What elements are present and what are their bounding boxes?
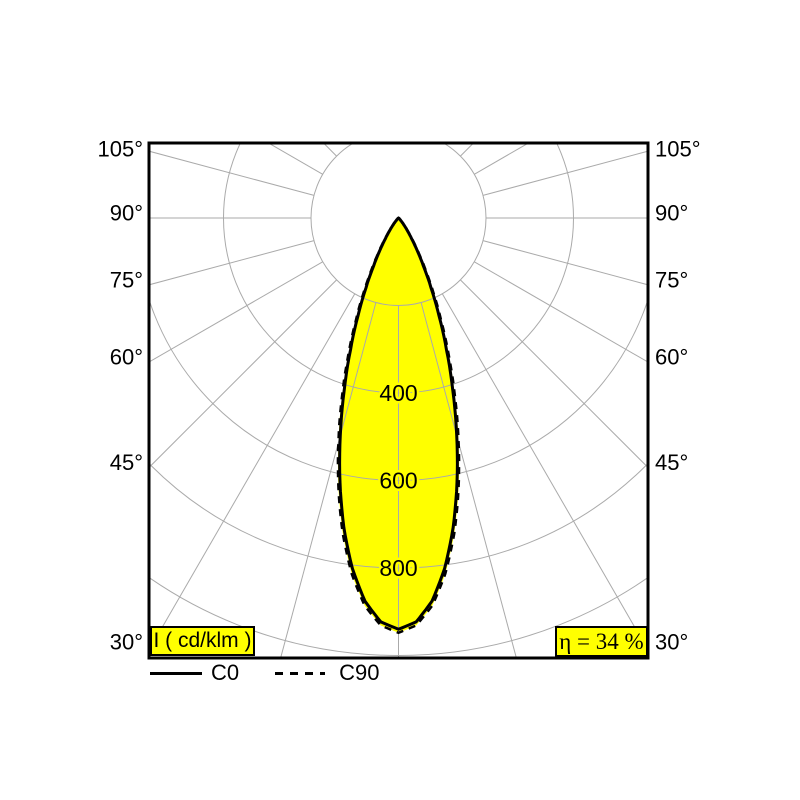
beam-curve-c0 <box>338 216 459 631</box>
angle-label-right-30: 30° <box>655 630 688 655</box>
angle-label-right-45: 45° <box>655 450 688 475</box>
angle-label-right-75: 75° <box>655 267 688 292</box>
legend-line-solid-c0 <box>150 671 202 675</box>
grid-ray-r120 <box>474 144 527 175</box>
frame <box>147 141 650 660</box>
quantity-box: I ( cd/klm ) <box>150 626 255 656</box>
angle-label-right-60: 60° <box>655 345 688 370</box>
legend-label-c90: C90 <box>339 660 380 685</box>
grid-ray-l135 <box>324 144 337 157</box>
angle-label-left-30: 30° <box>110 630 143 655</box>
grid-ray-r105 <box>482 151 647 196</box>
grid-ray-r15 <box>420 302 517 657</box>
grid-ray-r150 <box>442 0 698 142</box>
grid-ray-l75 <box>150 240 315 285</box>
angle-label-right-90: 90° <box>655 201 688 226</box>
grid-ray-r75 <box>482 240 647 285</box>
grid-ray-r45 <box>460 279 647 467</box>
legend: C0 C90 <box>150 660 379 686</box>
grid-ray-l105 <box>150 151 315 196</box>
legend-line-dashed-c90 <box>275 671 326 675</box>
grid-ray-l150 <box>99 0 355 142</box>
angle-label-left-60: 60° <box>110 345 143 370</box>
grid-ray-l120 <box>270 144 323 175</box>
radial-value-label-600: 600 <box>379 468 417 494</box>
grid-ray-l30 <box>150 293 356 649</box>
grid-ray-l60 <box>150 261 323 362</box>
angle-label-left-75: 75° <box>110 267 143 292</box>
efficiency-label: η = 34 % <box>559 628 644 654</box>
legend-label-c0: C0 <box>211 660 240 685</box>
angle-label-right-105: 105° <box>655 137 701 162</box>
radial-value-label-400: 400 <box>379 380 417 406</box>
grid-ray-r30 <box>441 293 647 649</box>
quantity-label: I ( cd/klm ) <box>153 629 252 652</box>
efficiency-box: η = 34 % <box>555 626 648 657</box>
radial-value-label-800: 800 <box>379 555 417 581</box>
grid-ray-r135 <box>460 144 473 157</box>
angle-label-left-90: 90° <box>110 201 143 226</box>
angle-label-left-45: 45° <box>110 450 143 475</box>
grid-ray-r60 <box>474 261 647 362</box>
grid-ray-l15 <box>280 302 377 657</box>
angle-label-left-105: 105° <box>97 137 143 162</box>
grid-ray-l45 <box>150 279 337 467</box>
